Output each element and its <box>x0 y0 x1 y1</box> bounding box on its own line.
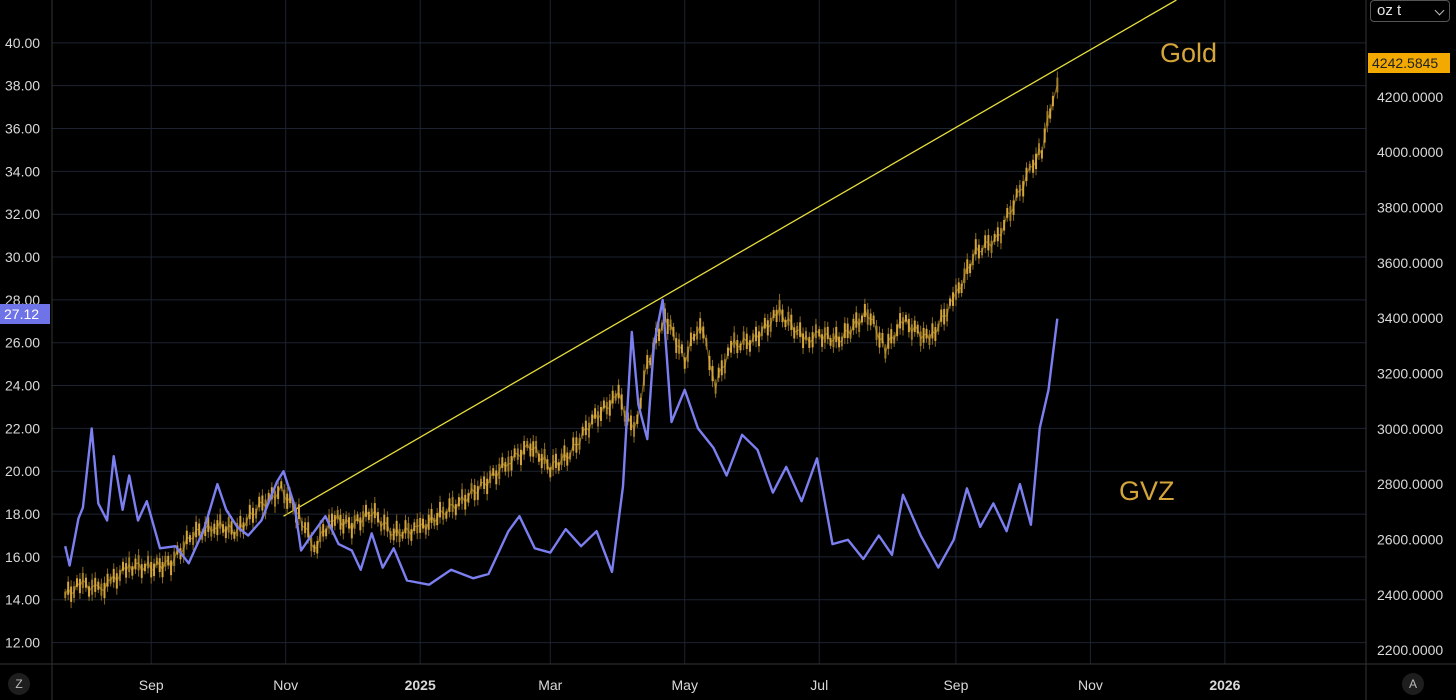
left-axis-tick-label: 20.00 <box>5 463 40 479</box>
left-axis-tick-label: 16.00 <box>5 549 40 565</box>
left-axis-tick-label: 22.00 <box>5 420 40 436</box>
gvz-last-value-tag: 27.12 <box>0 304 50 324</box>
left-axis-tick-label: 30.00 <box>5 249 40 265</box>
left-axis-tick-label: 18.00 <box>5 506 40 522</box>
left-axis-tick-label: 12.00 <box>5 635 40 651</box>
right-axis-tick-label: 3000.0000 <box>1377 421 1443 437</box>
gold-series-line <box>64 84 1058 596</box>
right-axis-tick-label: 3400.0000 <box>1377 310 1443 326</box>
right-axis-tick-label: 2200.0000 <box>1377 642 1443 658</box>
unit-selector-value: oz t <box>1377 2 1402 19</box>
right-axis-tick-label: 2800.0000 <box>1377 476 1443 492</box>
right-axis-tick-label: 2400.0000 <box>1377 587 1443 603</box>
right-axis-tick-label: 2600.0000 <box>1377 532 1443 548</box>
left-axis-tick-label: 28.00 <box>5 292 40 308</box>
right-axis-tick-label: 3600.0000 <box>1377 255 1443 271</box>
gold-candle-body <box>64 591 67 599</box>
trendline <box>283 0 1177 517</box>
chevron-down-icon <box>1434 5 1445 16</box>
x-axis-tick-label: May <box>672 677 698 693</box>
gold-series-label: Gold <box>1160 38 1218 68</box>
x-axis-tick-label: Jul <box>810 677 828 693</box>
left-axis-tick-label: 36.00 <box>5 121 40 137</box>
left-axis-tick-label: 34.00 <box>5 163 40 179</box>
left-axis-tick-label: 14.00 <box>5 592 40 608</box>
gold-last-price-tag: 4242.5845 <box>1368 53 1450 73</box>
right-axis-tick-label: 4200.0000 <box>1377 89 1443 105</box>
timezone-button[interactable]: Z <box>8 673 30 695</box>
x-axis-tick-label: Mar <box>538 677 562 693</box>
x-axis-tick-label: 2026 <box>1209 677 1240 693</box>
gold-candle-body <box>1056 77 1059 93</box>
x-axis-tick-label: Sep <box>139 677 164 693</box>
left-axis-tick-label: 32.00 <box>5 206 40 222</box>
left-axis-tick-label: 24.00 <box>5 378 40 394</box>
unit-selector[interactable]: oz t <box>1370 0 1450 22</box>
x-axis-tick-label: Sep <box>943 677 968 693</box>
left-axis-tick-label: 26.00 <box>5 335 40 351</box>
x-axis-tick-label: Nov <box>1078 677 1103 693</box>
right-axis-tick-label: 4000.0000 <box>1377 144 1443 160</box>
right-axis-tick-label: 3200.0000 <box>1377 366 1443 382</box>
gvz-series-line <box>64 298 1059 586</box>
left-axis-tick-label: 40.00 <box>5 35 40 51</box>
x-axis-tick-label: 2025 <box>405 677 436 693</box>
x-axis-tick-label: Nov <box>273 677 298 693</box>
left-axis-tick-label: 38.00 <box>5 78 40 94</box>
auto-scale-button[interactable]: A <box>1402 673 1424 695</box>
right-axis-tick-label: 3800.0000 <box>1377 200 1443 216</box>
gvz-series-label: GVZ <box>1119 476 1175 506</box>
